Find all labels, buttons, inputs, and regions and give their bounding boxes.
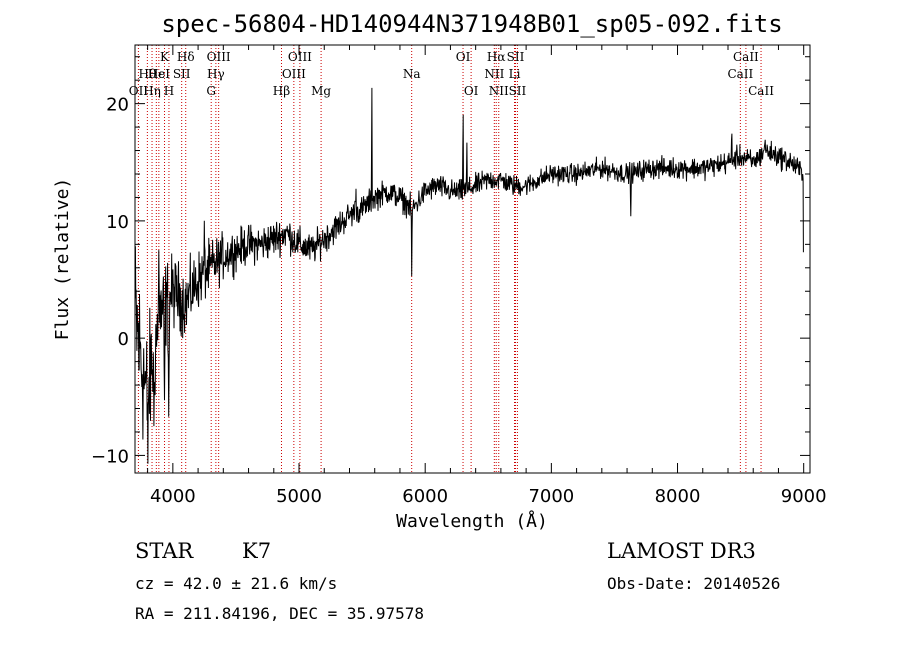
line-label-9: G	[206, 84, 216, 98]
line-label-10: Hγ	[207, 67, 225, 81]
line-label-12: Hβ	[273, 84, 290, 98]
line-label-15: Mg	[311, 84, 331, 98]
plot-frame	[134, 44, 811, 474]
line-label-14: OIII	[288, 50, 312, 64]
line-label-26: CaII	[733, 50, 759, 64]
line-label-25: CaII	[727, 67, 753, 81]
x-tick-label-7000: 7000	[528, 486, 574, 507]
spectrum-series	[134, 87, 804, 464]
line-label-16: Na	[403, 67, 421, 81]
line-label-13: OIII	[282, 67, 306, 81]
observation-date: Obs-Date: 20140526	[607, 574, 780, 593]
spectrum-line	[134, 87, 804, 464]
line-label-20: Hα	[487, 50, 506, 64]
y-axis-label: Flux (relative)	[52, 178, 73, 341]
y-tick-label-10: 10	[106, 212, 129, 233]
line-label-5: K	[160, 50, 170, 64]
x-axis-label: Wavelength (Å)	[396, 510, 548, 532]
line-label-22: Li	[509, 67, 521, 81]
object-subclass: K7	[242, 539, 271, 563]
line-label-19: NII	[484, 67, 504, 81]
line-label-11: OIII	[207, 50, 231, 64]
line-label-4: HeI	[148, 67, 171, 81]
y-axis-ticks: −10 0 10 20	[91, 56, 810, 467]
x-tick-label-9000: 9000	[781, 486, 827, 507]
line-label-7: SII	[173, 67, 191, 81]
line-label-3: Hε	[148, 67, 165, 81]
line-label-17: OI	[456, 50, 471, 64]
survey-name: LAMOST DR3	[607, 539, 756, 563]
coordinates-readout: RA = 211.84196, DEC = 35.97578	[135, 604, 424, 623]
x-axis-ticks: 4000 5000 6000 7000 8000 9000	[147, 45, 827, 507]
line-label-18: OI	[464, 84, 479, 98]
line-label-24: SII	[509, 84, 527, 98]
x-tick-label-5000: 5000	[276, 486, 322, 507]
x-tick-label-4000: 4000	[150, 486, 196, 507]
line-label-27: CaII	[748, 84, 774, 98]
line-label-6: H	[164, 84, 174, 98]
line-label-21: NII	[489, 84, 509, 98]
x-tick-label-6000: 6000	[402, 486, 448, 507]
y-tick-label-20: 20	[106, 95, 129, 116]
x-tick-label-8000: 8000	[655, 486, 701, 507]
line-label-23: SII	[507, 50, 525, 64]
y-tick-label--10: −10	[91, 446, 129, 467]
object-class: STAR	[135, 539, 194, 563]
y-tick-label-0: 0	[118, 329, 129, 350]
redshift-readout: cz = 42.0 ± 21.6 km/s	[135, 574, 337, 593]
line-label-1: Hθ	[139, 67, 157, 81]
line-label-8: Hδ	[177, 50, 195, 64]
line-label-0: OII	[129, 84, 149, 98]
chart-title: spec-56804-HD140944N371948B01_sp05-092.f…	[161, 10, 782, 38]
line-label-2: Hη	[143, 84, 161, 98]
